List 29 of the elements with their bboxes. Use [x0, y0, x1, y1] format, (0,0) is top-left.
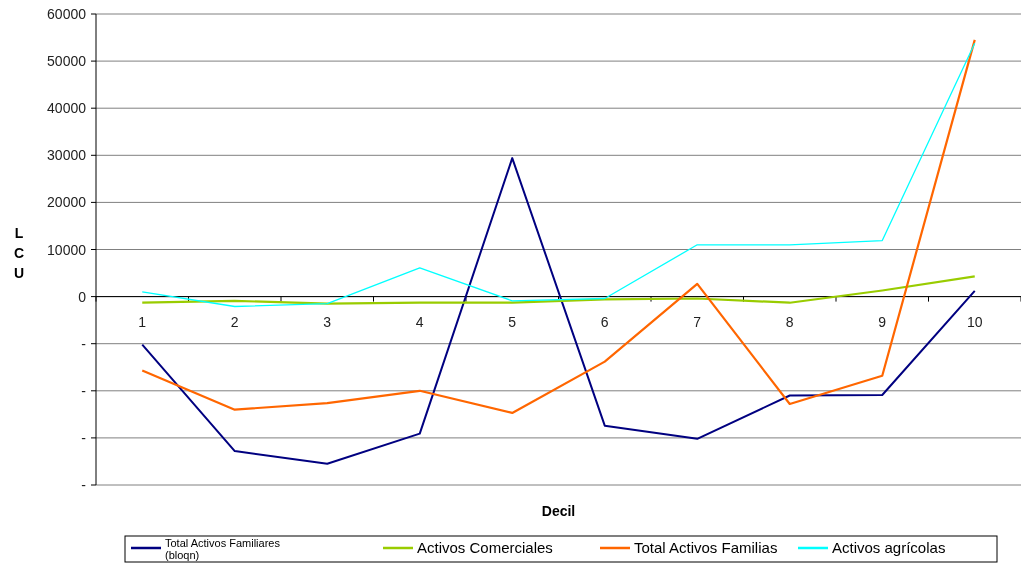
x-tick-label: 9	[878, 313, 887, 330]
y-tick-label: -	[81, 382, 87, 399]
x-tick-label: 2	[230, 313, 239, 330]
legend-label: Activos agrícolas	[832, 539, 946, 556]
x-tick-label: 10	[966, 313, 983, 330]
y-axis-title: LCU	[13, 225, 25, 281]
legend-label: Activos Comerciales	[417, 539, 553, 556]
line-series	[141, 42, 976, 308]
legend-label: Total Activos Familiares (bloqn)	[165, 537, 281, 561]
x-tick-label: 3	[323, 313, 332, 330]
x-axis-title: Decil	[541, 503, 576, 519]
x-tick-label: 6	[600, 313, 609, 330]
x-tick-label: 4	[415, 313, 424, 330]
y-tick-label: 0	[78, 288, 87, 305]
x-tick-label: 1	[138, 313, 147, 330]
y-tick-label: 50000	[47, 53, 87, 70]
line-series	[141, 275, 976, 305]
y-tick-label: 20000	[47, 194, 87, 211]
y-tick-label: 30000	[47, 147, 87, 164]
x-tick-label: 8	[785, 313, 794, 330]
x-tick-label: 7	[693, 313, 702, 330]
y-tick-label: 40000	[47, 100, 87, 117]
x-tick-label: 5	[508, 313, 517, 330]
legend-label: Total Activos Familias	[634, 539, 778, 556]
y-tick-label: 60000	[47, 6, 87, 22]
y-tick-label: -	[81, 429, 87, 446]
y-tick-label: 10000	[47, 241, 87, 258]
y-tick-label: -	[81, 477, 87, 493]
y-tick-label: -	[81, 335, 87, 352]
